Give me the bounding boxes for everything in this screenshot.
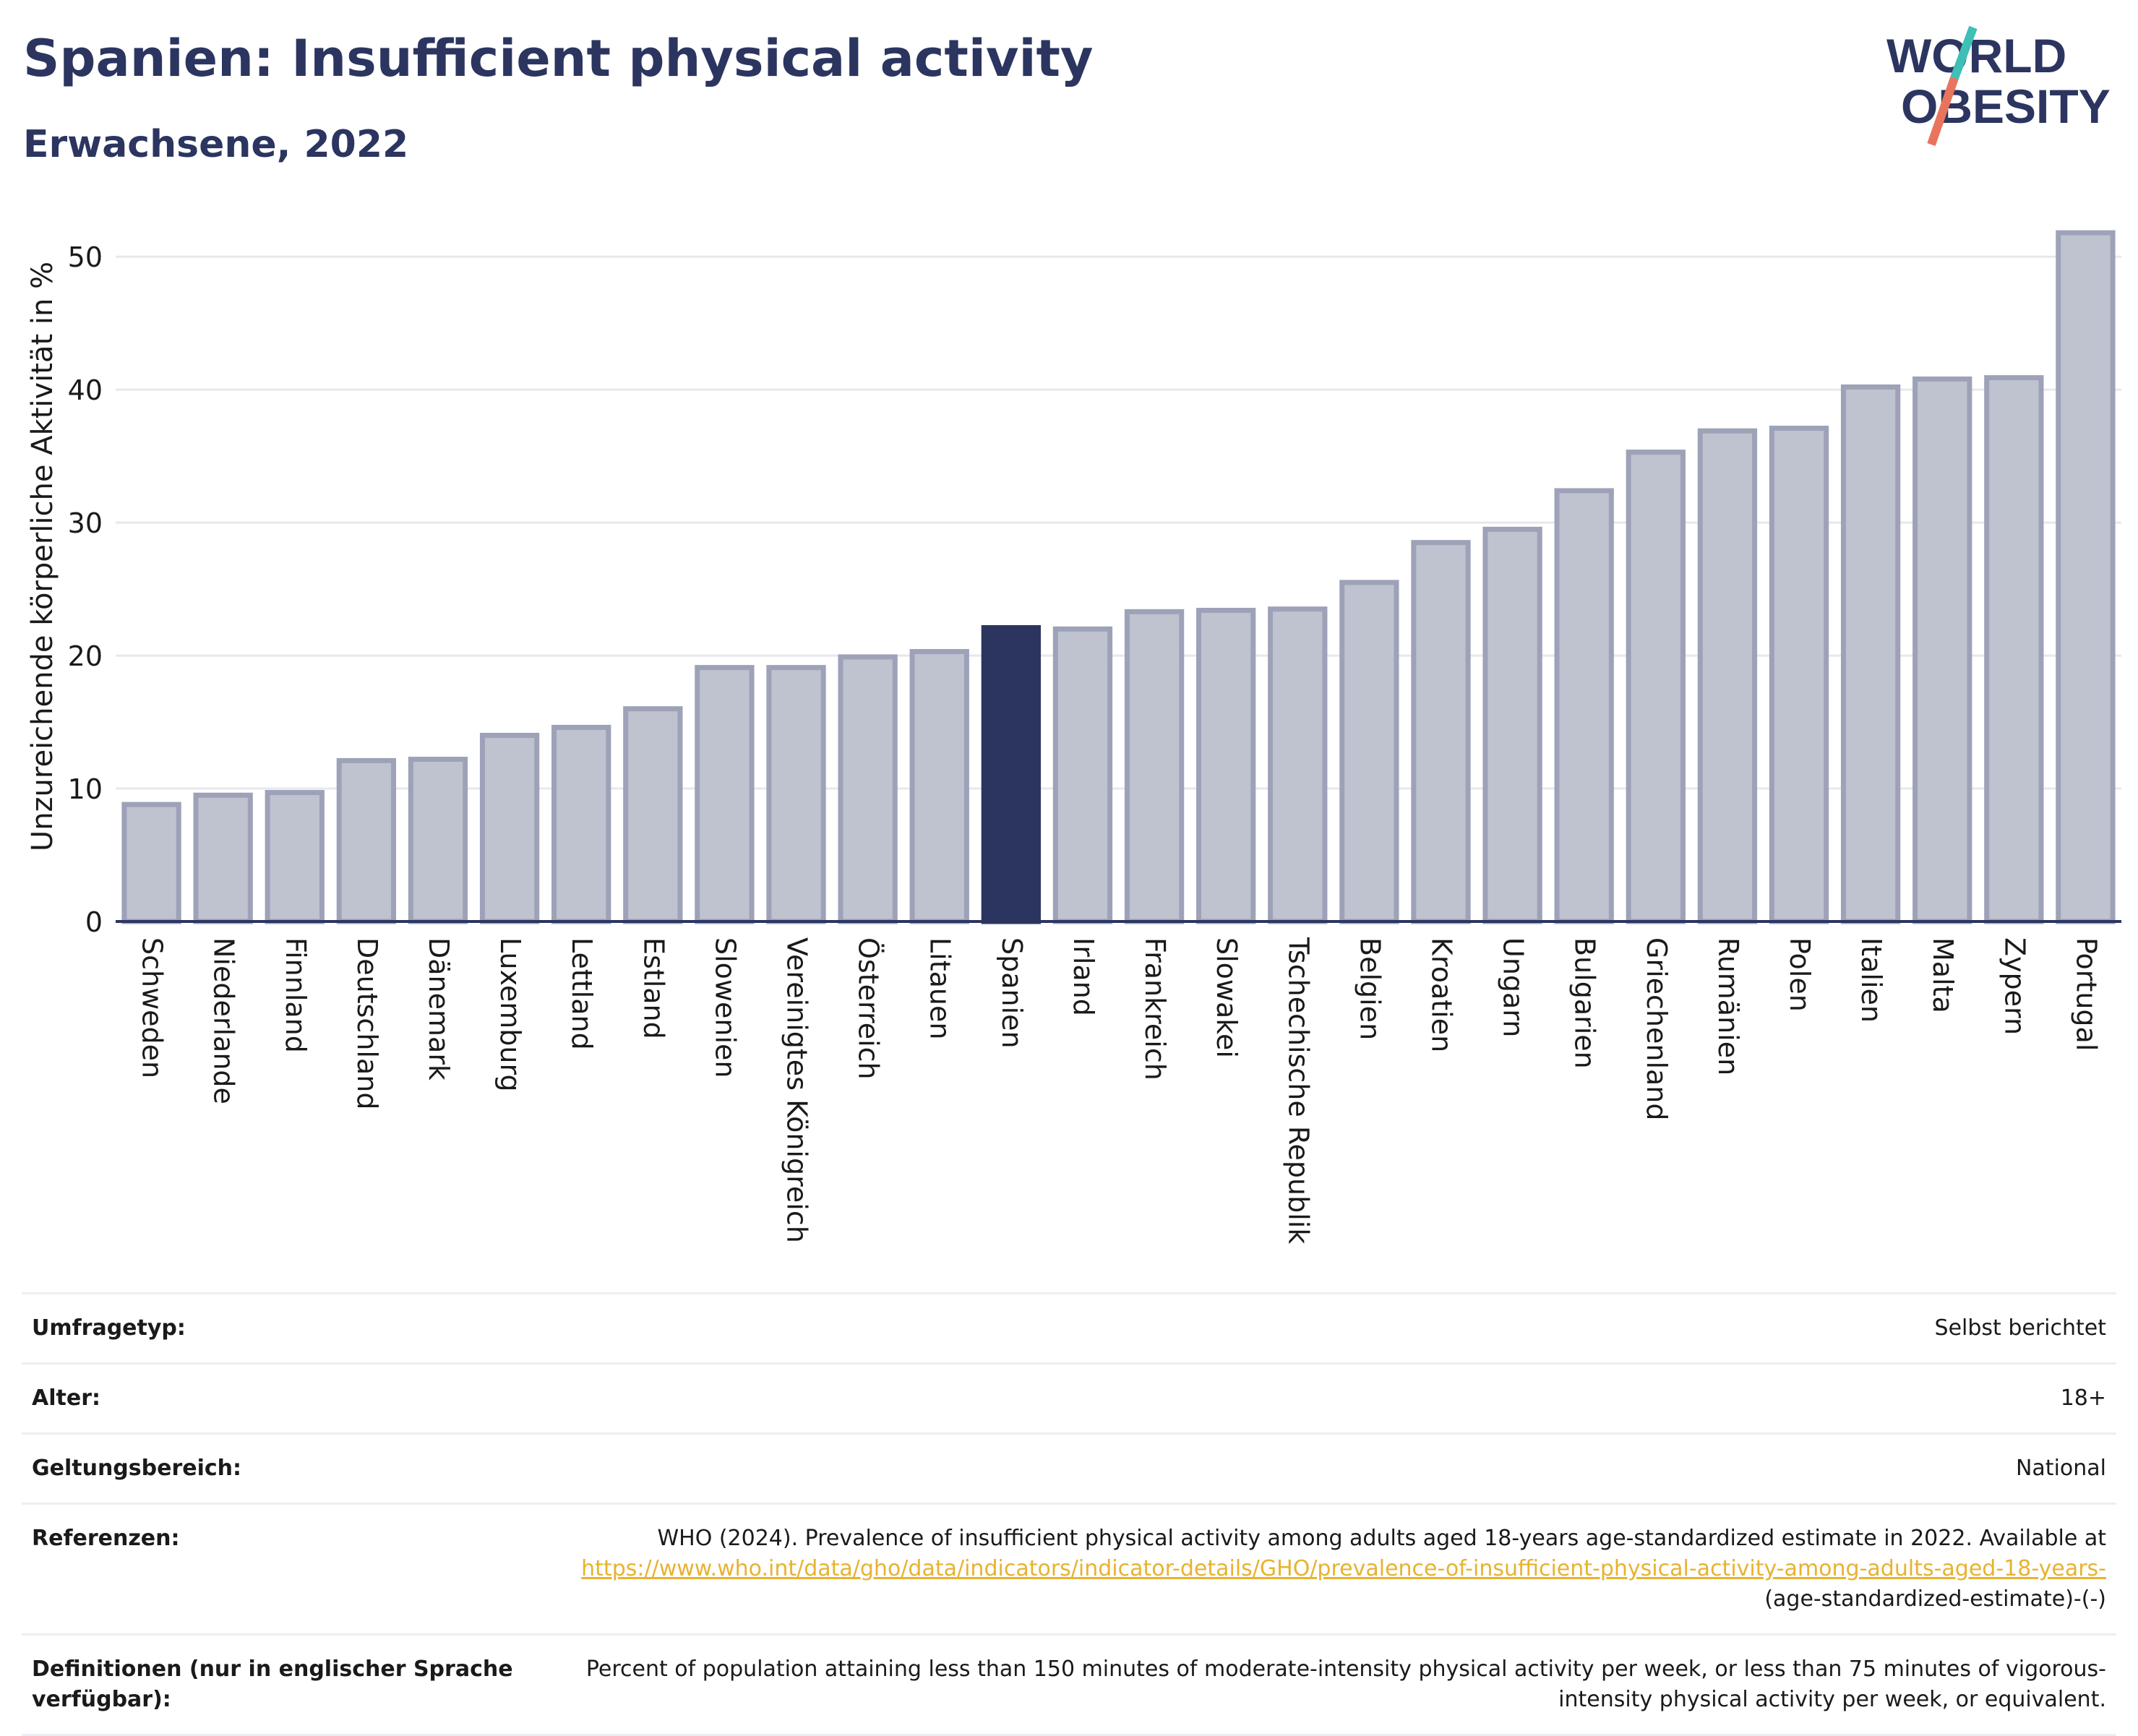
info-label: Geltungsbereich: [32,1456,242,1481]
info-label: Referenzen: [32,1526,180,1551]
bar-malta[interactable] [1912,376,1972,924]
bar-chart: 0 10 20 30 40 50 Schweden Niederlande Finnland De… [26,230,2121,1244]
bar-dänemark[interactable] [408,757,468,924]
bar-spanien[interactable] [981,624,1042,924]
bar-frankreich[interactable] [1124,609,1185,924]
y-axis-label: Unzureichende körperliche Aktivität in % [26,262,59,851]
bar-ungarn[interactable] [1482,526,1542,924]
info-row-age: Alter: 18+ [22,1362,2116,1432]
bar-polen[interactable] [1769,426,1829,924]
bar-lettland[interactable] [551,724,611,924]
x-tick-label: Kroatien [1425,937,1457,1052]
logo-slash-teal [1950,25,1978,80]
x-tick-label: Spanien [996,937,1028,1049]
x-tick-label: Irland [1068,937,1099,1016]
chart-subtitle: Erwachsene, 2022 [23,123,409,166]
axes: 0 10 20 30 40 50 Schweden Niederlande Finnland De… [68,241,2121,1244]
x-tick-label: Italien [1855,937,1887,1023]
bar-belgien[interactable] [1339,580,1399,924]
world-obesity-logo: WORLD OBESITY [1886,25,2111,146]
bar-litauen[interactable] [909,649,969,924]
x-tick-label: Österreich [853,937,885,1080]
bar-slowenien[interactable] [695,665,755,924]
x-tick-label: Finnland [280,937,312,1053]
bar-tschechische-republik[interactable] [1268,606,1328,924]
x-tick-label: Schweden [137,937,168,1078]
definitions-value: Percent of population attaining less tha… [585,1656,2106,1712]
x-tick-label: Estland [637,937,669,1039]
logo-text-line2: OBESITY [1901,80,2111,133]
info-value: Selbst berichtet [1934,1315,2106,1341]
info-row-survey-type: Umfragetyp: Selbst berichtet [22,1292,2116,1362]
bar-slowakei[interactable] [1196,608,1256,924]
x-tick-label: Griechenland [1641,937,1673,1121]
chart-title: Spanien: Insufficient physical activity [23,29,1094,88]
info-row-scope: Geltungsbereich: National [22,1432,2116,1503]
info-table: Umfragetyp: Selbst berichtet Alter: 18+ … [22,1292,2116,1736]
bar-schweden[interactable] [121,802,181,924]
bar-rumänien[interactable] [1697,428,1758,924]
x-tick-label: Portugal [2070,937,2102,1051]
x-tick-label: Lettland [566,937,598,1050]
bar-portugal[interactable] [2056,230,2116,924]
references-value: WHO (2024). Prevalence of insufficient p… [552,1524,2106,1615]
x-tick-label: Malta [1927,937,1959,1013]
references-text: WHO (2024). Prevalence of insufficient p… [657,1526,2106,1551]
info-value: 18+ [2060,1385,2106,1411]
info-value: National [2015,1456,2106,1481]
bar-griechenland[interactable] [1626,450,1686,924]
x-tick-label: Slowakei [1211,937,1242,1058]
y-tick-label: 20 [68,640,103,672]
info-row-definitions: Definitionen (nur in englischer Sprache … [22,1633,2116,1736]
x-tick-label: Luxemburg [494,937,526,1092]
logo-text-line1: WORLD [1886,29,2066,82]
x-tick-label: Belgien [1354,937,1386,1040]
x-tick-label: Niederlande [208,937,240,1104]
references-link[interactable]: https://www.who.int/data/gho/data/indica… [581,1556,2106,1581]
bar-österreich[interactable] [838,654,898,924]
y-tick-label: 40 [68,374,103,406]
logo-slash-coral [1927,77,1959,146]
bar-irland[interactable] [1052,626,1113,924]
x-tick-label: Tschechische Republik [1282,937,1314,1244]
bar-finnland[interactable] [265,790,325,924]
x-tick-label: Zypern [1999,937,2030,1035]
info-label: Umfragetyp: [32,1315,186,1341]
x-tick-label: Vereinigtes Königreich [781,937,813,1243]
x-tick-label: Polen [1784,937,1816,1012]
x-tick-label: Slowenien [709,937,741,1078]
y-tick-label: 30 [68,507,103,539]
x-tick-label: Bulgarien [1569,937,1601,1069]
bar-vereinigtes-königreich[interactable] [766,665,826,924]
info-row-references: Referenzen: WHO (2024). Prevalence of in… [22,1503,2116,1633]
y-tick-label: 50 [68,241,103,273]
x-tick-label: Deutschland [351,937,383,1109]
x-tick-label: Ungarn [1498,937,1529,1037]
bar-deutschland[interactable] [336,757,397,924]
references-text-after: (age-standardized-estimate)-(-) [1764,1586,2106,1612]
x-tick-label: Dänemark [423,937,455,1080]
bar-luxemburg[interactable] [479,732,540,924]
x-tick-label: Rumänien [1712,937,1744,1075]
x-tick-label: Litauen [924,937,956,1039]
bar-bulgarien[interactable] [1554,488,1614,924]
info-label: Alter: [32,1385,100,1411]
bar-estland[interactable] [623,706,683,924]
y-tick-label: 0 [85,906,103,938]
info-label: Definitionen (nur in englischer Sprache … [32,1656,513,1712]
bar-zypern[interactable] [1984,375,2044,924]
bar-kroatien[interactable] [1411,540,1471,924]
x-tick-label: Frankreich [1139,937,1171,1080]
bars [121,230,2116,924]
bar-niederlande[interactable] [193,792,253,924]
bar-italien[interactable] [1840,384,1901,924]
y-tick-label: 10 [68,773,103,805]
